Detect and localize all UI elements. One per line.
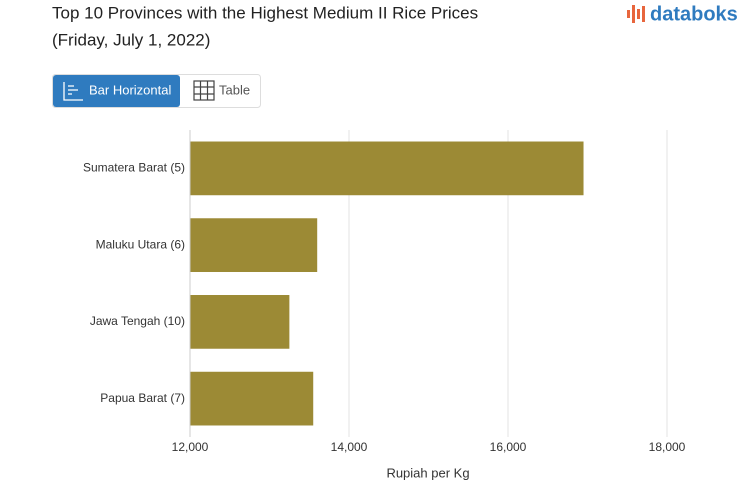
bar-icon xyxy=(63,82,83,101)
y-tick-label: Sumatera Barat (5) xyxy=(83,161,185,175)
x-tick-label: 16,000 xyxy=(490,440,527,454)
table-icon xyxy=(193,80,215,101)
x-tick-label: 12,000 xyxy=(172,440,209,454)
y-tick-label: Papua Barat (7) xyxy=(100,391,185,405)
view-toggle: Bar Horizontal Table xyxy=(52,74,261,108)
chart-title: Top 10 Provinces with the Highest Medium… xyxy=(52,3,478,22)
y-tick-label: Jawa Tengah (10) xyxy=(90,314,185,328)
bar xyxy=(190,371,314,426)
logo-icon xyxy=(627,5,645,23)
button-bar-horizontal[interactable] xyxy=(53,75,180,107)
x-tick-label: 14,000 xyxy=(331,440,368,454)
y-tick-label: Maluku Utara (6) xyxy=(96,237,185,251)
button-label[interactable]: Bar Horizontal xyxy=(89,82,171,97)
x-tick-label: 18,000 xyxy=(649,440,686,454)
bar xyxy=(190,141,584,196)
chart-subtitle: (Friday, July 1, 2022) xyxy=(52,30,210,49)
bar xyxy=(190,295,290,349)
brand-logo: databoks xyxy=(627,3,738,25)
brand-name: databoks xyxy=(650,3,738,25)
button-label[interactable]: Table xyxy=(219,82,250,97)
bar xyxy=(190,218,318,272)
x-axis-label: Rupiah per Kg xyxy=(386,465,469,480)
